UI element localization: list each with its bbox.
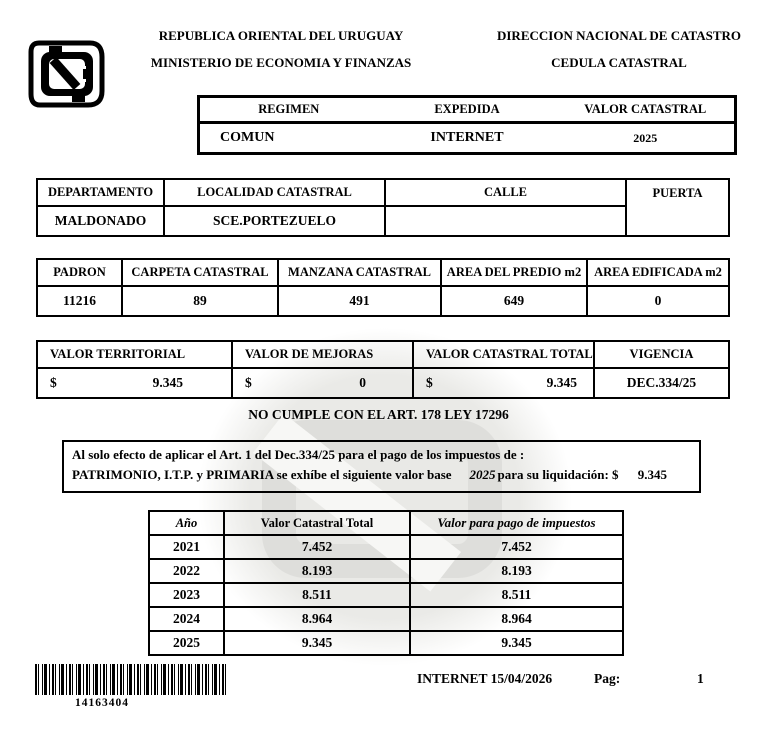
valor-catastral-cell: 8.964 xyxy=(223,607,410,632)
valor-impuestos-cell: 8.964 xyxy=(409,607,623,632)
localidad-value: SCE.PORTEZUELO xyxy=(163,206,385,236)
valor-impuestos-cell: 8.511 xyxy=(409,583,623,608)
regimen-value: COMUN xyxy=(220,130,275,145)
notice-line-2-tail: para su liquidación: $ xyxy=(497,467,619,482)
currency-symbol: $ xyxy=(245,375,252,390)
manzana-value: 491 xyxy=(277,286,441,316)
puerta-header: PUERTA xyxy=(625,179,729,206)
notice-line-1: Al solo efecto de aplicar el Art. 1 del … xyxy=(72,447,525,462)
notice-year: 2025 xyxy=(469,467,496,482)
valor-impuestos-header: Valor para pago de impuestos xyxy=(409,511,623,536)
org-line-2: MINISTERIO DE ECONOMIA Y FINANZAS xyxy=(150,55,412,70)
header-office-block: DIRECCION NACIONAL DE CATASTRO CEDULA CA… xyxy=(488,28,750,71)
area-edificada-header: AREA EDIFICADA m2 xyxy=(586,259,729,287)
header-org-block: REPUBLICA ORIENTAL DEL URUGUAY MINISTERI… xyxy=(128,28,434,71)
year-cell: 2022 xyxy=(149,559,224,584)
vigencia-header: VIGENCIA xyxy=(593,341,729,369)
year-cell: 2024 xyxy=(149,607,224,632)
padron-header: PADRON xyxy=(37,259,122,287)
expedida-header: EXPEDIDA xyxy=(377,96,557,124)
regimen-header: REGIMEN xyxy=(198,96,378,124)
vigencia-value: DEC.334/25 xyxy=(593,368,729,398)
currency-symbol: $ xyxy=(426,375,433,390)
document-title: CEDULA CATASTRAL xyxy=(551,55,687,70)
page-number: 1 xyxy=(697,671,704,686)
departamento-header: DEPARTAMENTO xyxy=(37,179,164,207)
notice-amount: 9.345 xyxy=(637,467,667,482)
year-cell: 2023 xyxy=(149,583,224,608)
puerta-value xyxy=(625,206,729,236)
valor-catastral-total-header: Valor Catastral Total xyxy=(223,511,410,536)
area-predio-header: AREA DEL PREDIO m2 xyxy=(440,259,587,287)
valor-catastral-value: 2025 xyxy=(633,130,658,145)
valor-territorial-value: $ 9.345 xyxy=(37,368,232,398)
year-header: Año xyxy=(149,511,224,536)
valor-territorial-header: VALOR TERRITORIAL xyxy=(37,341,232,369)
valor-catastral-cell: 9.345 xyxy=(223,631,410,656)
valor-catastral-cell: 7.452 xyxy=(223,535,410,560)
history-table: Año Valor Catastral Total Valor para pag… xyxy=(148,510,624,656)
calle-header: CALLE xyxy=(384,179,626,207)
office-line-1: DIRECCION NACIONAL DE CATASTRO xyxy=(496,28,742,43)
page-label: Pag: xyxy=(594,671,621,686)
territorial-amount: 9.345 xyxy=(152,375,183,390)
notice-line-2: PATRIMONIO, I.T.P. y PRIMARIA se exhíbe … xyxy=(72,467,699,483)
notice-line-2-lead: PATRIMONIO, I.T.P. y PRIMARIA se exhíbe … xyxy=(72,467,452,482)
barcode-number: 14163404 xyxy=(75,697,129,709)
departamento-value: MALDONADO xyxy=(54,213,147,228)
currency-symbol: $ xyxy=(50,375,57,390)
calle-value xyxy=(384,206,626,236)
carpeta-header: CARPETA CATASTRAL xyxy=(121,259,278,287)
valor-total-header: VALOR CATASTRAL TOTAL xyxy=(412,341,594,369)
localidad-header: LOCALIDAD CATASTRAL xyxy=(163,179,385,207)
year-cell: 2021 xyxy=(149,535,224,560)
mejoras-amount: 0 xyxy=(359,375,366,390)
area-predio-value: 649 xyxy=(440,286,587,316)
valor-impuestos-cell: 7.452 xyxy=(409,535,623,560)
history-row: 2021 7.452 7.452 xyxy=(149,535,623,560)
valor-total-value: $ 9.345 xyxy=(412,368,594,398)
valor-catastral-cell: 8.193 xyxy=(223,559,410,584)
history-row: 2024 8.964 8.964 xyxy=(149,607,623,632)
valor-mejoras-header: VALOR DE MEJORAS xyxy=(231,341,413,369)
history-row: 2022 8.193 8.193 xyxy=(149,559,623,584)
barcode xyxy=(35,664,228,695)
issued-text: INTERNET 15/04/2026 xyxy=(417,671,553,686)
location-table: DEPARTAMENTO LOCALIDAD CATASTRAL CALLE P… xyxy=(36,178,730,237)
valor-catastral-cell: 8.511 xyxy=(223,583,410,608)
valor-impuestos-cell: 8.193 xyxy=(409,559,623,584)
org-line-1: REPUBLICA ORIENTAL DEL URUGUAY xyxy=(158,28,404,43)
dnc-logo-icon xyxy=(28,40,105,113)
regimen-table: REGIMEN EXPEDIDA VALOR CATASTRAL COMUN I… xyxy=(197,95,737,155)
compliance-note: NO CUMPLE CON EL ART. 178 LEY 17296 xyxy=(248,407,509,422)
carpeta-value: 89 xyxy=(121,286,278,316)
valor-impuestos-cell: 9.345 xyxy=(409,631,623,656)
tax-notice-box: Al solo efecto de aplicar el Art. 1 del … xyxy=(62,440,701,493)
history-row: 2023 8.511 8.511 xyxy=(149,583,623,608)
area-edificada-value: 0 xyxy=(586,286,729,316)
valor-mejoras-value: $ 0 xyxy=(231,368,413,398)
history-row: 2025 9.345 9.345 xyxy=(149,631,623,656)
manzana-header: MANZANA CATASTRAL xyxy=(277,259,441,287)
parcel-table: PADRON CARPETA CATASTRAL MANZANA CATASTR… xyxy=(36,258,730,317)
valuation-table: VALOR TERRITORIAL VALOR DE MEJORAS VALOR… xyxy=(36,340,730,399)
expedida-value: INTERNET xyxy=(430,130,504,145)
valor-catastral-header: VALOR CATASTRAL xyxy=(556,96,736,124)
padron-value: 11216 xyxy=(62,293,96,308)
year-cell: 2025 xyxy=(149,631,224,656)
total-amount: 9.345 xyxy=(546,375,577,390)
